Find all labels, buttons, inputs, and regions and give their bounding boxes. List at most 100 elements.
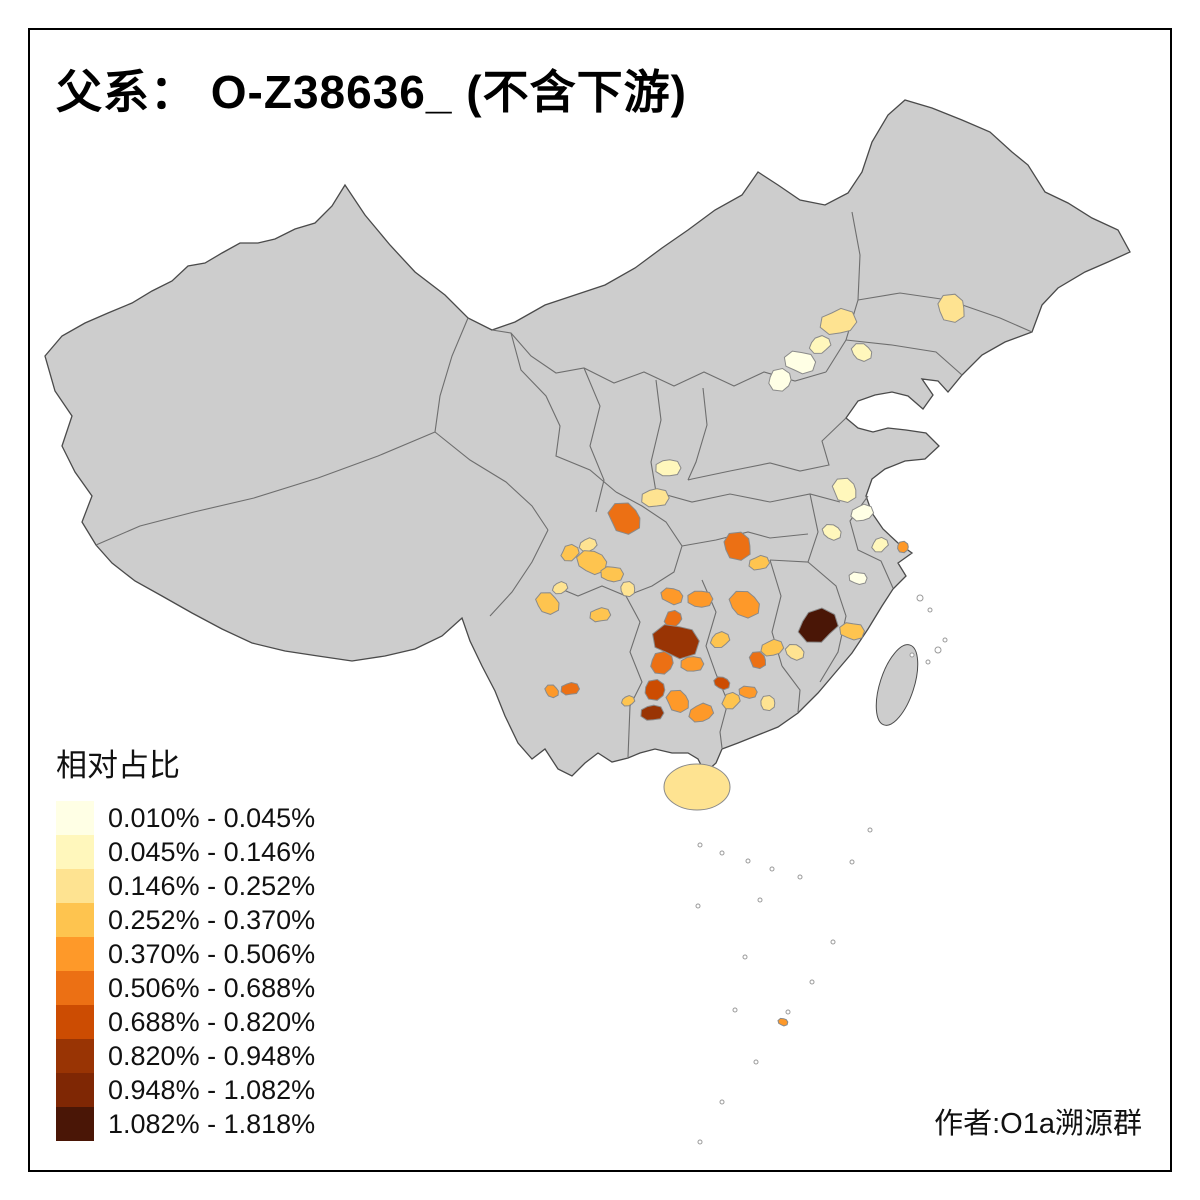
- map-region: [821, 523, 842, 541]
- map-region: [607, 502, 641, 535]
- map-region: [687, 590, 714, 608]
- legend-item: 0.370% - 0.506%: [56, 937, 315, 971]
- map-region: [748, 651, 767, 670]
- small-island: [719, 850, 725, 856]
- map-region: [897, 540, 909, 554]
- legend-label: 0.820% - 0.948%: [108, 1040, 316, 1071]
- map-region: [688, 702, 715, 723]
- province-border: [681, 531, 809, 547]
- legend-label: 0.045% - 0.146%: [108, 836, 316, 867]
- legend-swatch: [56, 937, 94, 971]
- map-region: [640, 704, 665, 721]
- map-region: [713, 676, 731, 691]
- small-island: [830, 939, 836, 945]
- legend-item: 0.688% - 0.820%: [56, 1005, 315, 1039]
- map-region: [721, 691, 741, 710]
- map-region: [760, 694, 776, 712]
- small-island: [757, 897, 763, 903]
- small-islands: [695, 594, 948, 1145]
- legend-swatch: [56, 801, 94, 835]
- map-region: [848, 571, 868, 586]
- legend-item: 0.252% - 0.370%: [56, 903, 315, 937]
- legend-item: 0.948% - 1.082%: [56, 1073, 315, 1107]
- map-region: [728, 590, 760, 619]
- small-island: [719, 1099, 725, 1105]
- map-region: [652, 624, 700, 660]
- map-region: [777, 1017, 789, 1027]
- map-region: [709, 631, 731, 649]
- map-region: [748, 554, 771, 571]
- legend-swatch: [56, 1005, 94, 1039]
- province-border: [489, 529, 549, 617]
- map-region: [784, 643, 805, 661]
- map-region: [620, 580, 636, 598]
- legend-label: 0.506% - 0.688%: [108, 972, 316, 1003]
- province-borders: [95, 211, 1033, 758]
- legend-item: 0.146% - 0.252%: [56, 869, 315, 903]
- province-border: [491, 329, 827, 387]
- map-region: [551, 581, 569, 595]
- legend: 相对占比 0.010% - 0.045% 0.045% - 0.146% 0.146…: [56, 740, 315, 1141]
- legend-item: 0.506% - 0.688%: [56, 971, 315, 1005]
- map-region: [937, 293, 965, 323]
- map-region: [600, 566, 625, 583]
- legend-label: 0.688% - 0.820%: [108, 1006, 316, 1037]
- province-border: [510, 332, 617, 493]
- map-region: [535, 592, 560, 615]
- small-island: [867, 827, 873, 833]
- small-island: [745, 858, 751, 864]
- small-island: [916, 594, 924, 602]
- map-region: [663, 609, 683, 628]
- map-region: [644, 678, 666, 701]
- province-border: [95, 431, 436, 546]
- map-region: [738, 685, 758, 699]
- map-region: [839, 622, 866, 641]
- small-island: [769, 866, 775, 872]
- legend-items: 0.010% - 0.045% 0.045% - 0.146% 0.146% - 0…: [56, 801, 315, 1141]
- map-region: [663, 763, 731, 811]
- map-region: [650, 650, 674, 675]
- legend-item: 0.045% - 0.146%: [56, 835, 315, 869]
- small-island: [695, 903, 701, 909]
- province-border: [687, 387, 708, 481]
- legend-item: 0.820% - 0.948%: [56, 1039, 315, 1073]
- small-island: [697, 842, 703, 848]
- legend-label: 0.370% - 0.506%: [108, 938, 316, 969]
- province-border: [434, 431, 549, 531]
- small-island: [785, 1009, 791, 1015]
- small-island: [934, 646, 942, 654]
- map-region: [660, 587, 684, 606]
- province-border: [625, 595, 643, 758]
- small-island: [809, 979, 815, 985]
- small-island: [742, 954, 748, 960]
- legend-label: 0.252% - 0.370%: [108, 904, 316, 935]
- province-border: [845, 339, 963, 376]
- province-border: [655, 491, 841, 503]
- province-border: [781, 665, 801, 713]
- map-region: [871, 536, 889, 553]
- legend-swatch: [56, 903, 94, 937]
- map-region: [576, 550, 608, 576]
- small-island: [797, 874, 803, 880]
- map-region: [560, 543, 580, 562]
- map-region: [544, 684, 559, 699]
- map-region: [808, 335, 832, 354]
- legend-label: 0.010% - 0.045%: [108, 802, 316, 833]
- map-region: [783, 350, 817, 375]
- page-title: 父系： O-Z38636_ (不含下游): [56, 66, 687, 118]
- legend-title: 相对占比: [56, 748, 180, 783]
- small-island: [697, 1139, 703, 1145]
- map-region: [831, 477, 857, 504]
- map-region: [560, 681, 581, 696]
- map-region: [665, 689, 689, 714]
- small-island: [732, 1007, 738, 1013]
- legend-swatch: [56, 1073, 94, 1107]
- legend-swatch: [56, 835, 94, 869]
- taiwan-island: [875, 644, 919, 726]
- map-region: [850, 343, 873, 362]
- small-island: [849, 859, 855, 865]
- small-island: [753, 1059, 759, 1065]
- province-border: [687, 417, 847, 481]
- small-island: [942, 637, 948, 643]
